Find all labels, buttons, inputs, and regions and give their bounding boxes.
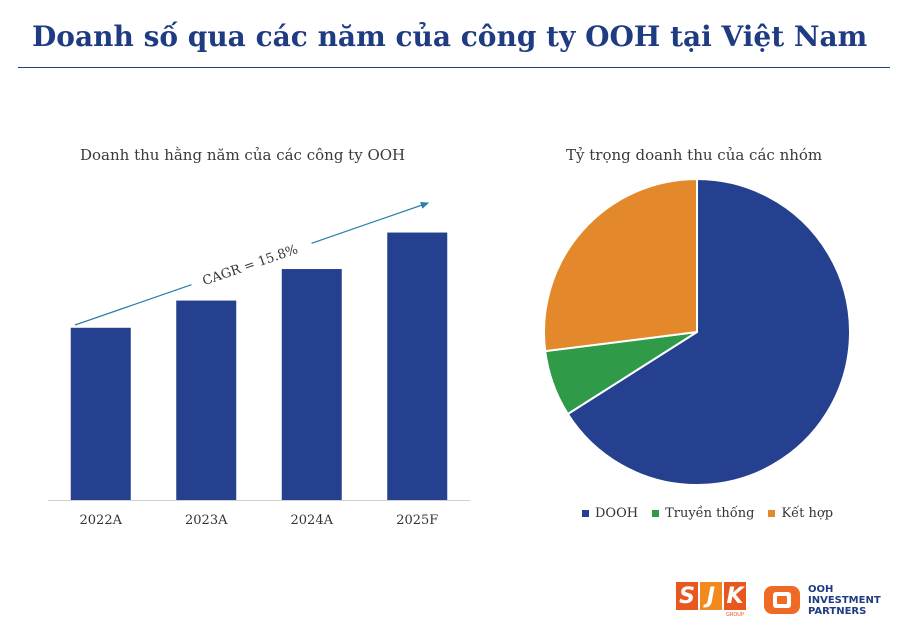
x-tick-2025F: 2025F [396,513,438,528]
bar-2023A [176,300,237,500]
sjk-logo-subtext: GROUP [726,612,744,618]
ooh-investment-partners-logo: OOH INVESTMENT PARTNERS [764,582,894,618]
legend-item-dooh: DOOH [582,506,638,521]
bar-chart-title: Doanh thu hằng năm của các công ty OOH [80,146,406,164]
legend-item-combined: Kết hợp [768,506,833,521]
cagr-arrow-segment-1 [74,284,192,326]
ooh-logo-icon [764,586,800,614]
legend-swatch-dooh [582,510,589,517]
pie-legend: DOOH Truyền thống Kết hợp [582,506,833,521]
legend-swatch-traditional [652,510,660,517]
ooh-logo-text: OOH INVESTMENT PARTNERS [808,584,881,617]
sjk-group-logo: S J K GROUP [676,582,750,618]
page-title: Doanh số qua các năm của công ty OOH tại… [32,20,868,53]
pie-chart-title: Tỷ trọng doanh thu của các nhóm [566,146,823,164]
cagr-arrow-segment-2 [311,201,430,244]
title-divider [18,67,890,68]
pie-slice-0 [566,177,851,486]
sjk-logo-letter-j: J [700,582,722,610]
x-tick-2022A: 2022A [80,513,123,528]
sjk-logo-letter-s: S [676,582,698,610]
pie-slice-2 [543,177,698,353]
legend-swatch-combined [768,510,776,517]
legend-item-traditional: Truyền thống [652,506,754,521]
sjk-logo-letter-k: K [724,582,746,610]
legend-label-dooh: DOOH [595,506,639,521]
legend-label-traditional: Truyền thống [665,506,755,521]
x-tick-2024A: 2024A [291,513,334,528]
x-tick-2023A: 2023A [185,513,228,528]
bar-2025F [387,232,448,501]
bar-2022A [70,327,131,500]
bar-2024A [281,269,342,500]
legend-label-combined: Kết hợp [781,506,834,521]
